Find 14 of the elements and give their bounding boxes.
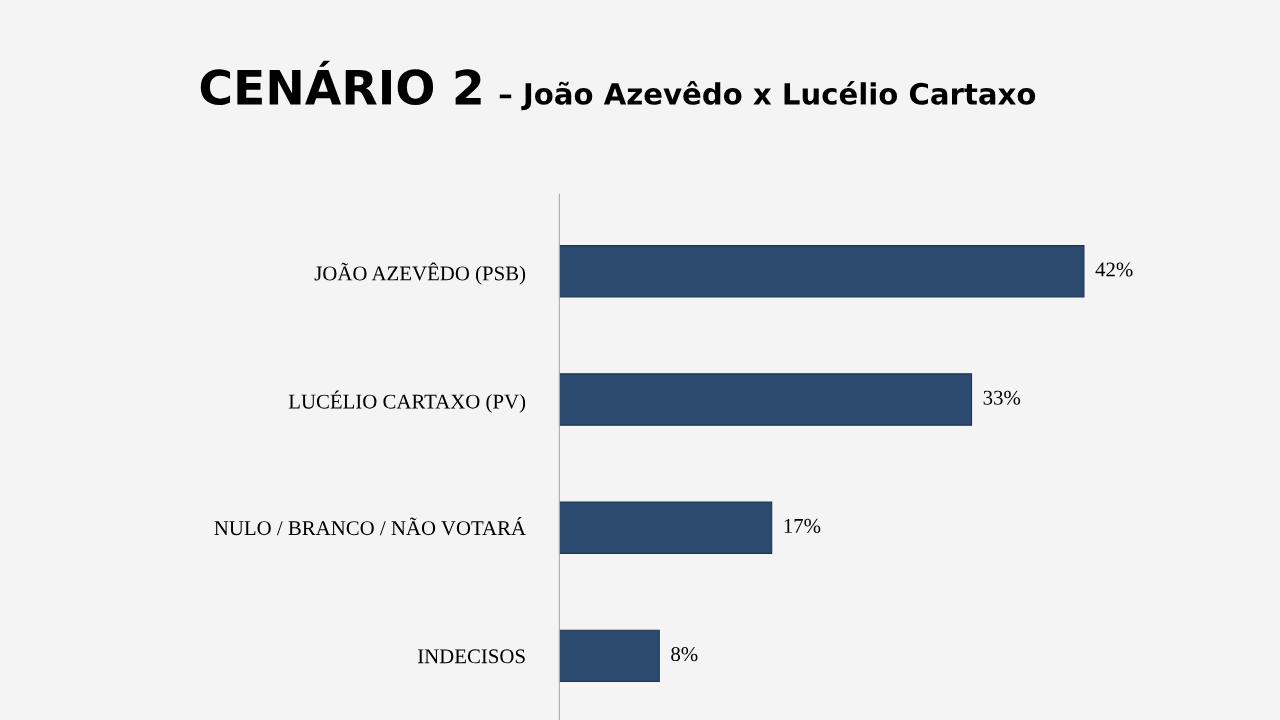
data-label: 42% [1095, 262, 1133, 277]
data-label: 17% [784, 518, 821, 533]
data-label: 33% [983, 390, 1021, 405]
bar [559, 629, 660, 683]
bar [559, 373, 973, 426]
y-tick-label: NULO / BRANCO / NÃO VOTARÁ [214, 517, 526, 536]
bar [559, 501, 773, 554]
chart-title: CENÁRIO 2 [200, 60, 481, 106]
bar [559, 245, 1085, 298]
y-tick-label: INDECISOS [417, 649, 525, 664]
y-tick-label: LUCÉLIO CARTAXO (PV) [288, 390, 526, 413]
data-label: 8% [671, 647, 698, 662]
chart-subtitle: – João Azevêdo x Lucélio Cartaxo [499, 81, 1036, 111]
y-tick-label: JOÃO AZEVÊDO (PSB) [314, 262, 526, 285]
